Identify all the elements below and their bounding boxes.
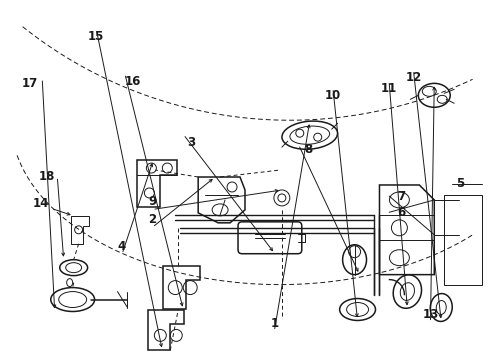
Text: 6: 6 bbox=[397, 206, 405, 219]
Text: 10: 10 bbox=[325, 89, 341, 102]
Text: 7: 7 bbox=[397, 190, 405, 203]
Text: 5: 5 bbox=[456, 177, 464, 190]
Text: 18: 18 bbox=[39, 170, 55, 183]
Text: 11: 11 bbox=[381, 82, 397, 95]
Text: 9: 9 bbox=[148, 195, 156, 208]
Text: 12: 12 bbox=[405, 71, 421, 84]
Text: 1: 1 bbox=[270, 317, 278, 330]
Text: 13: 13 bbox=[422, 308, 439, 321]
Text: 17: 17 bbox=[22, 77, 38, 90]
Text: 15: 15 bbox=[88, 30, 104, 43]
Text: 16: 16 bbox=[124, 75, 141, 88]
Bar bbox=[444, 195, 482, 285]
Text: 8: 8 bbox=[304, 143, 313, 156]
Text: 2: 2 bbox=[148, 213, 156, 226]
Text: 3: 3 bbox=[187, 136, 196, 149]
Text: 4: 4 bbox=[118, 240, 126, 253]
Text: 14: 14 bbox=[33, 197, 49, 210]
